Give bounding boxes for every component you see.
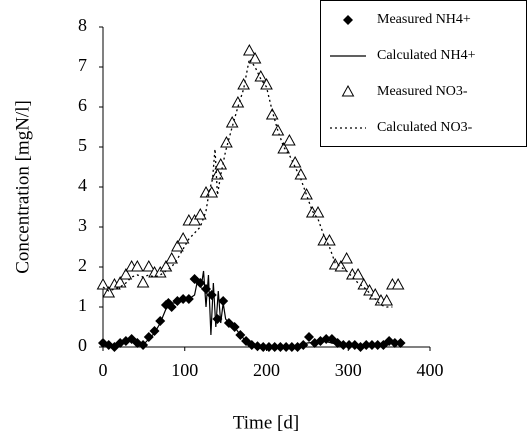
x-tick-label: 400 xyxy=(417,360,444,380)
triangle-marker xyxy=(165,251,179,264)
triangle-marker xyxy=(220,135,233,148)
y-tick-label: 2 xyxy=(78,255,87,275)
triangle-marker xyxy=(171,239,184,252)
diamond-marker xyxy=(304,332,315,342)
triangle-marker xyxy=(231,95,245,108)
x-tick-label: 200 xyxy=(253,360,280,380)
legend-label: Calculated NO3- xyxy=(377,120,473,135)
triangle-marker xyxy=(323,233,336,246)
triangle-marker xyxy=(237,77,250,90)
triangle-marker xyxy=(136,275,150,288)
diamond-marker xyxy=(155,316,166,326)
triangle-marker xyxy=(260,77,273,90)
y-axis-title: Concentration [mgN/l] xyxy=(12,100,33,274)
triangle-marker xyxy=(113,275,127,288)
triangle-marker xyxy=(188,213,201,226)
diamond-marker xyxy=(143,332,154,342)
legend-label: Measured NO3- xyxy=(377,84,468,99)
x-axis-title: Time [d] xyxy=(233,412,299,433)
triangle-marker xyxy=(176,231,190,244)
triangle-marker xyxy=(96,277,110,290)
legend-marker xyxy=(343,15,353,25)
y-tick-label: 4 xyxy=(78,175,87,195)
y-tick-label: 5 xyxy=(78,135,87,155)
triangle-marker xyxy=(351,267,365,280)
triangle-marker xyxy=(254,69,268,82)
triangle-marker xyxy=(248,51,262,64)
triangle-marker xyxy=(214,157,228,170)
triangle-marker xyxy=(380,293,394,306)
triangle-marker xyxy=(193,207,207,220)
diamond-marker xyxy=(298,340,309,350)
triangle-marker xyxy=(311,205,325,218)
y-tick-label: 8 xyxy=(78,15,87,35)
legend-marker xyxy=(341,84,355,97)
y-tick-label: 3 xyxy=(78,215,87,235)
y-tick-label: 7 xyxy=(78,55,87,75)
x-tick-label: 100 xyxy=(171,360,198,380)
triangle-marker xyxy=(211,167,224,180)
triangle-marker xyxy=(102,285,116,298)
legend-label: Measured NH4+ xyxy=(377,12,471,27)
triangle-marker xyxy=(340,251,353,264)
triangle-marker xyxy=(142,259,156,272)
diamond-marker xyxy=(218,296,229,306)
calculated-line xyxy=(102,270,401,348)
legend-label: Calculated NH4+ xyxy=(377,48,476,63)
y-tick-label: 6 xyxy=(78,95,87,115)
triangle-marker xyxy=(357,277,371,290)
triangle-marker xyxy=(119,267,133,280)
triangle-marker xyxy=(363,283,376,296)
diamond-marker xyxy=(166,302,177,312)
triangle-marker xyxy=(153,265,167,278)
x-tick-label: 300 xyxy=(335,360,362,380)
triangle-marker xyxy=(242,43,256,56)
triangle-marker xyxy=(225,115,239,128)
legend-box xyxy=(320,0,527,147)
x-tick-label: 0 xyxy=(99,360,108,380)
triangle-marker xyxy=(391,277,405,290)
triangle-marker xyxy=(130,259,144,272)
y-tick-label: 0 xyxy=(78,335,87,355)
triangle-marker xyxy=(265,107,279,120)
y-tick-label: 1 xyxy=(78,295,87,315)
triangle-marker xyxy=(283,133,296,146)
